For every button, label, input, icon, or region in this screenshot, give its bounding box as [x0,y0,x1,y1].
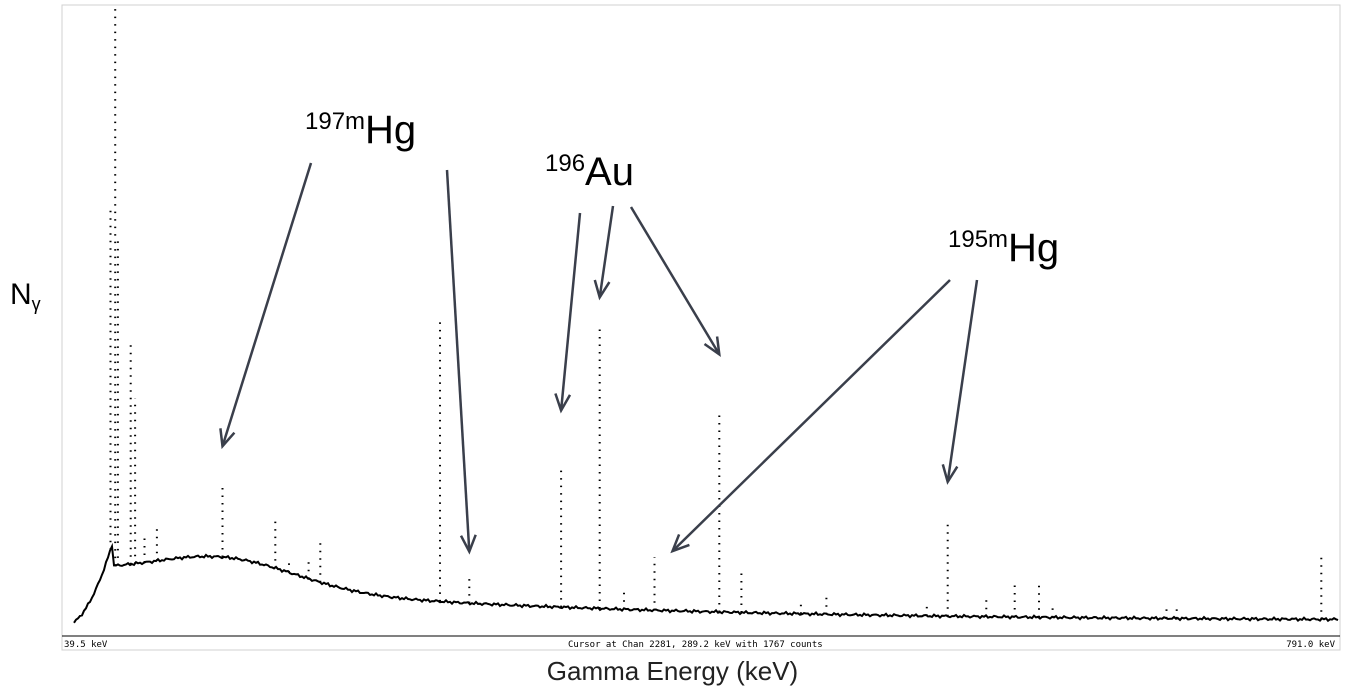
arrow-head [670,533,690,554]
arrow-head [941,464,959,485]
annotation-arrow [629,206,721,356]
spectrum-layer [73,5,1339,624]
status-left-energy: 39.5 keV [64,640,108,650]
annotation-arrow [445,169,471,552]
annotation-arrow [559,212,582,411]
arrow-head [219,428,236,450]
annotation-arrow [671,279,951,552]
annotation-arrow [221,162,313,447]
arrow-head [459,534,477,555]
annotation-197mHg: 197mHg [305,108,417,152]
status-cursor-readout: Cursor at Chan 2281, 289.2 keV with 1767… [568,640,823,650]
arrow-head [703,336,721,358]
annotation-arrow [946,279,979,482]
continuum-line [73,542,1339,624]
plot-frame [61,4,1341,651]
y-axis-label: Nγ [10,278,41,314]
arrow-layer [219,162,979,555]
x-axis-label: Gamma Energy (keV) [546,656,799,686]
status-right-energy: 791.0 keV [1286,640,1335,650]
arrow-head [554,393,572,414]
annotation-arrow [598,205,615,298]
annotation-196Au: 196Au [545,150,634,194]
arrow-head [593,279,611,301]
annotation-195mHg: 195mHg [948,226,1060,270]
